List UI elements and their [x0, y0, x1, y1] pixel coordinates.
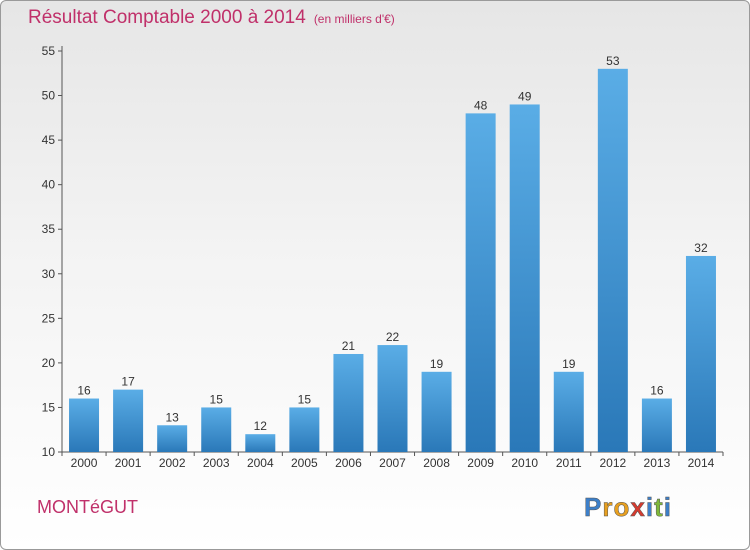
bar	[245, 434, 276, 452]
data-label: 19	[430, 357, 444, 371]
y-tick-label: 40	[42, 178, 56, 192]
x-tick-label: 2006	[335, 456, 362, 470]
x-tick-label: 2002	[159, 456, 186, 470]
x-tick-label: 2014	[688, 456, 715, 470]
chart-title-text: Résultat Comptable 2000 à 2014	[28, 7, 306, 28]
x-tick-label: 2010	[511, 456, 538, 470]
data-label: 32	[694, 241, 708, 255]
x-tick-label: 2003	[203, 456, 230, 470]
y-tick-label: 25	[42, 311, 56, 325]
x-tick-label: 2001	[115, 456, 142, 470]
x-tick-label: 2011	[556, 456, 582, 470]
data-label: 49	[518, 89, 532, 103]
bar	[289, 407, 320, 452]
bar	[157, 425, 188, 452]
logo-letter: o	[613, 492, 631, 523]
commune-name: MONTéGUT	[37, 497, 138, 517]
bar	[597, 68, 628, 453]
x-tick-label: 2008	[423, 456, 450, 470]
bar	[553, 371, 584, 452]
y-tick-label: 45	[42, 133, 56, 147]
data-label: 15	[210, 392, 224, 406]
data-label: 12	[254, 419, 268, 433]
x-tick-label: 2013	[644, 456, 671, 470]
bar	[421, 371, 452, 452]
data-label: 22	[386, 330, 400, 344]
data-label: 48	[474, 98, 488, 112]
y-tick-label: 15	[42, 400, 56, 414]
bar	[333, 353, 364, 452]
logo-letter: r	[602, 492, 614, 523]
logo-letter: i	[645, 492, 655, 523]
x-tick-label: 2000	[71, 456, 98, 470]
logo-letter: P	[584, 492, 603, 523]
data-label: 19	[562, 357, 576, 371]
x-tick-label: 2004	[247, 456, 274, 470]
logo-letter: t	[654, 492, 664, 523]
y-tick-label: 50	[42, 89, 56, 103]
x-tick-label: 2005	[291, 456, 318, 470]
x-tick-label: 2007	[379, 456, 406, 470]
y-tick-label: 35	[42, 222, 56, 236]
data-label: 15	[298, 392, 312, 406]
chart-title: Résultat Comptable 2000 à 2014 (en millie…	[28, 7, 395, 29]
logo-letter: i	[663, 492, 672, 523]
data-label: 16	[650, 384, 664, 398]
bar	[201, 407, 232, 452]
bar	[685, 255, 716, 452]
bar	[113, 389, 144, 452]
y-tick-label: 30	[42, 267, 56, 281]
x-tick-label: 2012	[599, 456, 626, 470]
y-tick-label: 20	[42, 356, 56, 370]
chart-unit: (en milliers d'€)	[313, 12, 395, 26]
x-tick-label: 2009	[467, 456, 494, 470]
proxiti-logo[interactable]: Proxiti	[584, 492, 672, 523]
bar	[641, 398, 672, 452]
y-tick-label: 55	[42, 44, 56, 58]
data-label: 21	[342, 339, 356, 353]
y-tick-label: 10	[42, 445, 56, 459]
bar	[509, 104, 540, 452]
data-label: 53	[606, 54, 620, 68]
bar	[69, 398, 100, 452]
bar	[465, 113, 496, 452]
logo-letter: x	[630, 492, 646, 523]
bar	[377, 345, 408, 452]
data-label: 17	[121, 375, 135, 389]
data-label: 16	[77, 384, 91, 398]
data-label: 13	[165, 410, 179, 424]
